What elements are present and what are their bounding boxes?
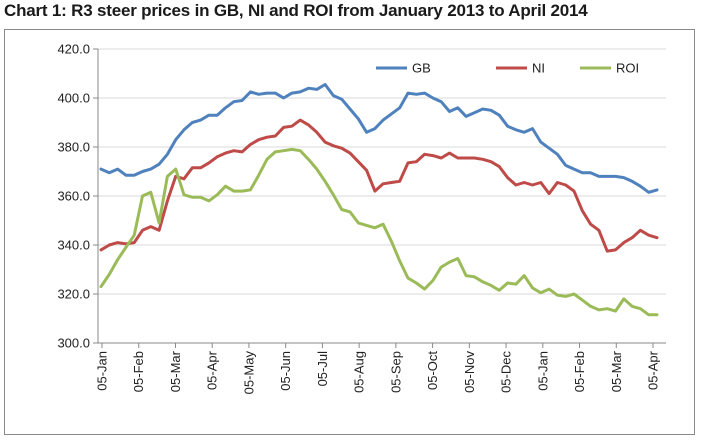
y-tick-label: 340.0: [57, 238, 90, 253]
x-tick-label: 05-Apr: [646, 350, 661, 390]
line-chart: 300.0 320.0 340.0 360.0 380.0 400.0 420.0 05-J…: [57, 42, 666, 394]
x-tick-label: 05-Jun: [278, 351, 293, 391]
x-tick-label: 05-Jan: [95, 351, 110, 391]
x-tick-label: 05-Aug: [352, 351, 367, 393]
legend-label-roi: ROI: [616, 61, 639, 76]
x-tick-label: 05-Feb: [131, 351, 146, 392]
x-tick-label: 05-Mar: [168, 350, 183, 392]
y-tick-label: 320.0: [57, 287, 90, 302]
x-tick-label: 05-Oct: [425, 351, 440, 390]
x-tick-label: 05-Dec: [499, 351, 514, 393]
x-tick-label: 05-Apr: [205, 350, 220, 390]
y-tick-label: 400.0: [57, 91, 90, 106]
x-tick-labels: 05-Jan 05-Feb 05-Mar 05-Apr 05-May 05-Jun 05-J…: [95, 343, 661, 394]
x-tick-label: 05-May: [241, 351, 256, 395]
x-tick-label: 05-Mar: [609, 350, 624, 392]
x-tick-label: 05-Nov: [462, 351, 477, 393]
x-tick-label: 05-Sep: [388, 351, 403, 393]
chart-title: Chart 1: R3 steer prices in GB, NI and R…: [4, 1, 588, 20]
y-tick-labels: 300.0 320.0 340.0 360.0 380.0 400.0 420.0: [57, 42, 98, 351]
legend-label-ni: NI: [532, 61, 545, 76]
legend-label-gb: GB: [412, 61, 431, 76]
y-tick-label: 420.0: [57, 42, 90, 57]
legend: GB NI ROI: [376, 61, 639, 76]
x-tick-label: 05-Jan: [535, 351, 550, 391]
series-line-ni: NI: [99, 118, 659, 253]
y-tick-label: 380.0: [57, 140, 90, 155]
y-tick-label: 360.0: [57, 189, 90, 204]
y-tick-label: 300.0: [57, 336, 90, 351]
x-tick-label: 05-Jul: [315, 351, 330, 387]
chart-frame: 300.0 320.0 340.0 360.0 380.0 400.0 420.0 05-J…: [4, 29, 695, 435]
series-line-gb: GB: [99, 83, 659, 194]
series-line-roi: ROI: [99, 147, 659, 317]
x-tick-label: 05-Feb: [572, 351, 587, 392]
